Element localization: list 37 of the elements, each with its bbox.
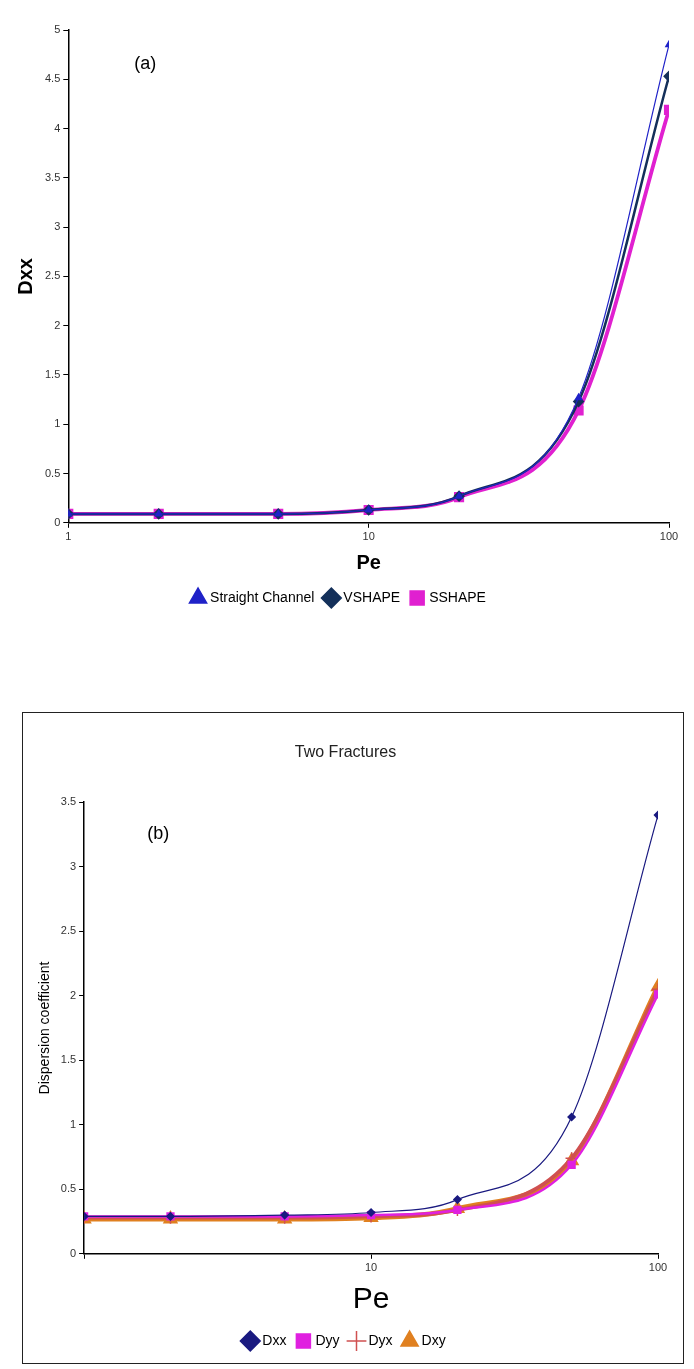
legend-label: Straight Channel bbox=[210, 588, 315, 605]
y-tick-label: 1 bbox=[54, 417, 61, 430]
annotation: (a) bbox=[134, 52, 157, 73]
y-tick-label: 2.5 bbox=[44, 269, 61, 282]
y-tick-label: 3 bbox=[69, 859, 77, 872]
legend-label: SSHAPE bbox=[429, 588, 486, 605]
y-tick-label: 3.5 bbox=[60, 795, 77, 808]
y-tick-label: 0.5 bbox=[44, 466, 61, 479]
y-tick-label: 3 bbox=[54, 220, 61, 233]
y-tick-label: 1 bbox=[69, 1117, 77, 1130]
legend-label: Dxy bbox=[421, 1331, 446, 1348]
x-tick-label: 10 bbox=[364, 1261, 378, 1274]
x-tick-label: 100 bbox=[648, 1261, 668, 1274]
y-tick-label: 4.5 bbox=[44, 72, 61, 85]
chart-title: Two Fractures bbox=[294, 743, 397, 761]
y-tick-label: 0 bbox=[69, 1246, 77, 1259]
y-tick-label: 1.5 bbox=[44, 367, 61, 380]
annotation: (b) bbox=[147, 822, 170, 843]
legend-label: Dyy bbox=[315, 1331, 340, 1348]
x-axis-title: Pe bbox=[352, 1281, 390, 1315]
y-axis-title: Dispersion coefficient bbox=[36, 961, 53, 1095]
y-tick-label: 0.5 bbox=[60, 1182, 77, 1195]
y-tick-label: 1.5 bbox=[60, 1053, 77, 1066]
y-tick-label: 0 bbox=[54, 515, 61, 528]
y-tick-label: 5 bbox=[54, 23, 61, 36]
legend-label: Dxx bbox=[262, 1331, 287, 1348]
y-tick-label: 2 bbox=[54, 318, 61, 331]
y-tick-label: 3.5 bbox=[44, 170, 61, 183]
x-tick-label: 10 bbox=[362, 530, 375, 543]
legend-label: Dyx bbox=[368, 1331, 393, 1348]
x-axis-title: Pe bbox=[356, 550, 381, 573]
y-axis-title: Dxx bbox=[13, 258, 36, 295]
y-tick-label: 4 bbox=[54, 121, 61, 134]
y-tick-label: 2 bbox=[69, 988, 77, 1001]
y-tick-label: 2.5 bbox=[60, 924, 77, 937]
x-tick-label: 100 bbox=[659, 530, 679, 543]
legend-label: VSHAPE bbox=[343, 588, 401, 605]
